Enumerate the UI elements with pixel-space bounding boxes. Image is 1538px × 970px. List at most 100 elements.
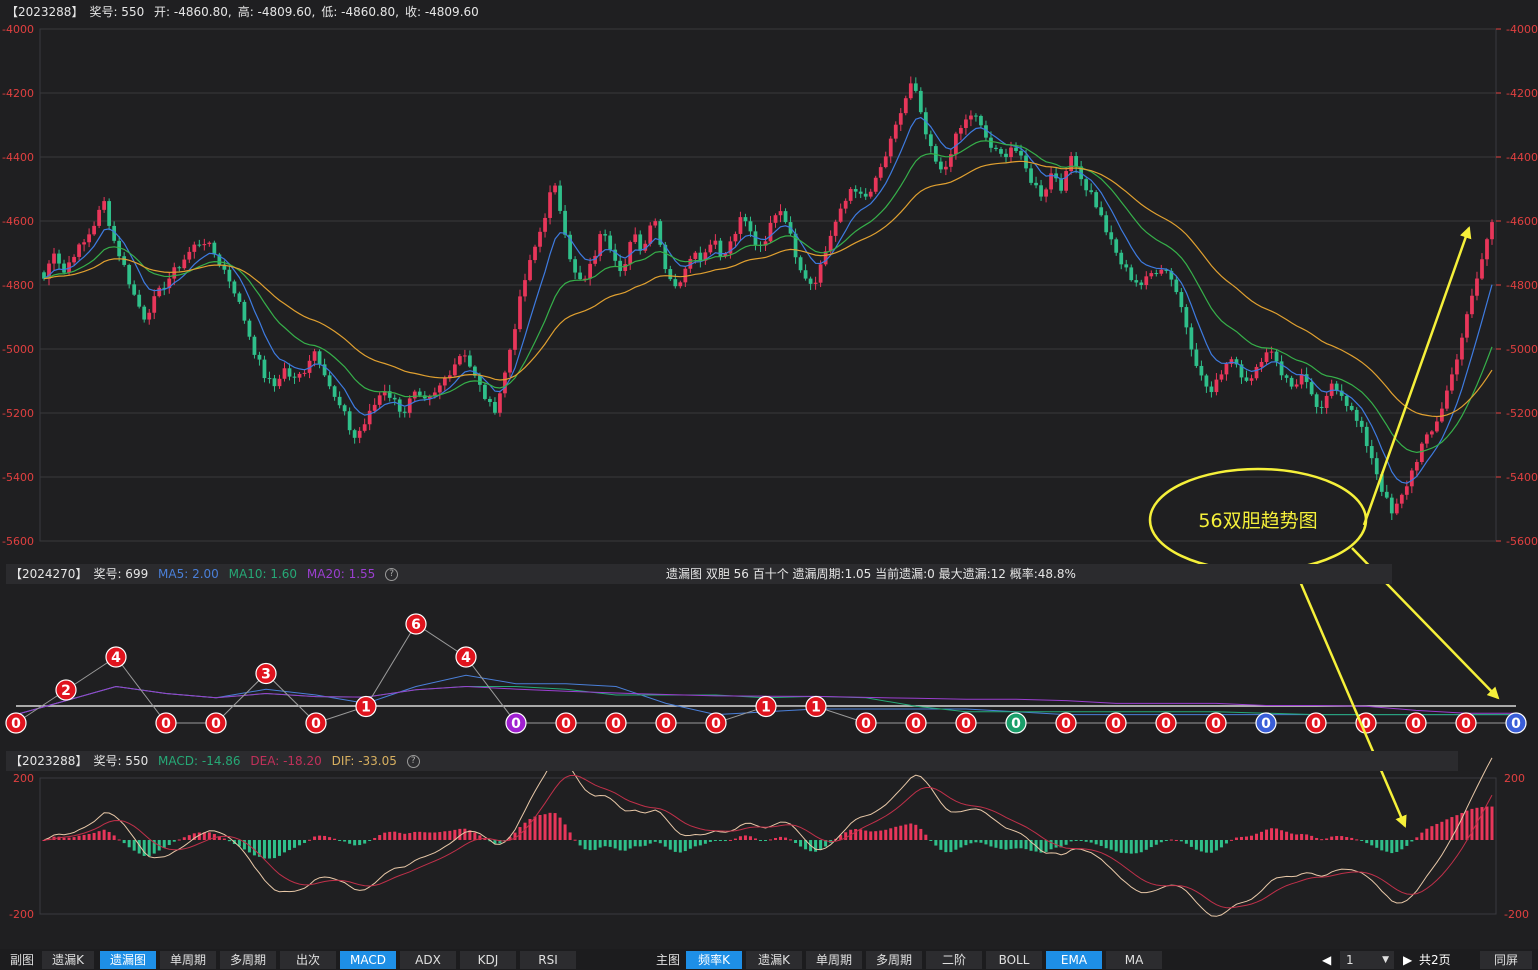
macd-histogram-bar — [448, 830, 452, 840]
omission-marker-label: 0 — [511, 716, 521, 732]
sub-btn-omission-k[interactable]: 遗漏K — [42, 951, 94, 969]
sub-btn-adx[interactable]: ADX — [400, 951, 456, 969]
main-candlestick-panel[interactable]: -4000 -4000 -4200 -4200 -4400 -4400 -4600 -4600… — [2, 23, 1538, 548]
main-btn-ema[interactable]: EMA — [1046, 951, 1102, 969]
sub-btn-kdj[interactable]: KDJ — [460, 951, 516, 969]
macd-histogram-bar — [663, 840, 667, 847]
candle-body — [1059, 178, 1063, 191]
macd-histogram-bar — [217, 836, 221, 840]
y-tick-label-right: -4200 — [1506, 87, 1538, 100]
candle-body — [943, 166, 948, 170]
y-tick-label-right: -4800 — [1506, 279, 1538, 292]
candle-body — [1465, 314, 1469, 338]
candle-body — [813, 282, 818, 284]
candle-body — [878, 167, 883, 178]
candle-body — [913, 83, 918, 91]
macd-histogram-bar — [82, 834, 86, 840]
candle-body — [1109, 232, 1114, 240]
candle-body — [302, 372, 307, 374]
candle-body — [1284, 375, 1289, 378]
macd-histogram-bar — [1380, 840, 1384, 851]
candle-body — [1074, 156, 1079, 167]
macd-histogram-bar — [603, 840, 607, 847]
macd-histogram-bar — [713, 840, 717, 841]
candle-body — [1169, 270, 1174, 280]
candle-body — [488, 398, 492, 402]
main-btn-frequency-k[interactable]: 频率K — [686, 951, 742, 969]
main-btn-second-order[interactable]: 二阶 — [926, 951, 982, 969]
macd-histogram-bar — [1079, 840, 1083, 841]
macd-histogram-bar — [408, 833, 412, 840]
macd-histogram-bar — [1249, 835, 1254, 840]
omission-marker — [1255, 712, 1277, 734]
omission-marker — [505, 712, 527, 734]
main-prize: 奖号: 550 — [89, 5, 145, 19]
main-btn-ma[interactable]: MA — [1106, 951, 1162, 969]
omission-marker — [1105, 712, 1127, 734]
macd-histogram-bar — [1265, 829, 1269, 840]
omission-summary: 遗漏图 双胆 56 百十个 遗漏周期:1.05 当前遗漏:0 最大遗漏:12 概… — [666, 567, 1076, 581]
sync-screen-button[interactable]: 同屏 — [1480, 951, 1532, 969]
main-btn-omission-k[interactable]: 遗漏K — [746, 951, 802, 969]
macd-histogram-bar — [1355, 839, 1359, 841]
omission-panel[interactable]: 0 2 4 0 0 3 0 1 6 4 0 0 0 0 0 1 1 0 0 0 0 0 0 0 0 0 0 0 0 0 0 — [5, 613, 1527, 734]
macd-histogram-bar — [608, 840, 612, 847]
candle-body — [377, 395, 382, 405]
help-icon[interactable]: ? — [406, 755, 420, 768]
candle-body — [1480, 259, 1484, 279]
ma20-value: MA20: 1.55 — [306, 567, 376, 581]
candle-body — [257, 354, 262, 360]
main-btn-boll[interactable]: BOLL — [986, 951, 1042, 969]
omission-marker-label: 0 — [711, 716, 721, 732]
macd-histogram-bar — [1004, 840, 1008, 850]
main-btn-single-period[interactable]: 单周期 — [806, 951, 862, 969]
candle-body — [1374, 458, 1379, 475]
macd-histogram-bar — [338, 840, 342, 841]
candle-body — [628, 242, 633, 265]
sub-btn-omission-chart[interactable]: 遗漏图 — [100, 951, 156, 969]
candle-body — [693, 252, 698, 259]
candle-body — [723, 253, 728, 257]
candle-body — [1149, 273, 1154, 277]
prev-page-icon[interactable]: ◀ — [1322, 953, 1332, 967]
macd-histogram-bar — [192, 833, 196, 840]
macd-histogram-bar — [453, 829, 457, 840]
main-btn-multi-period[interactable]: 多周期 — [866, 951, 922, 969]
macd-histogram-bar — [1465, 810, 1469, 840]
sub-btn-count[interactable]: 出次 — [280, 951, 336, 969]
next-page-icon[interactable]: ▶ — [1403, 953, 1413, 967]
candle-body — [137, 294, 142, 307]
macd-histogram-bar — [854, 828, 858, 840]
macd-histogram-bar — [964, 840, 968, 846]
sub-btn-macd[interactable]: MACD — [340, 951, 396, 969]
macd-panel[interactable]: 200 200 -200 -200 — [9, 756, 1529, 921]
candle-body — [162, 287, 167, 289]
chart-area[interactable]: -4000 -4000 -4200 -4200 -4400 -4400 -4600 -4600… — [0, 0, 1538, 948]
macd-value: MACD: -14.86 — [158, 754, 241, 768]
macd-histogram-bar — [152, 840, 156, 854]
sub-btn-single-period[interactable]: 单周期 — [160, 951, 216, 969]
macd-histogram-bar — [222, 838, 226, 840]
omission-marker — [1305, 712, 1327, 734]
page-select-value: 1 — [1346, 953, 1354, 967]
page-select[interactable]: 1 ▼ — [1340, 951, 1394, 969]
candle-body — [347, 411, 352, 431]
omission-marker-label: 1 — [761, 700, 771, 716]
macd-histogram-bar — [558, 817, 562, 840]
candle-body — [57, 253, 61, 264]
macd-histogram-bar — [1039, 840, 1043, 853]
sub-btn-multi-period[interactable]: 多周期 — [220, 951, 276, 969]
candle-body — [1490, 222, 1494, 240]
macd-histogram-bar — [498, 840, 502, 844]
macd-histogram-bar — [1159, 840, 1163, 843]
help-icon[interactable]: ? — [385, 568, 399, 581]
candle-body — [823, 251, 828, 265]
macd-histogram-bar — [844, 832, 848, 840]
macd-histogram-bar — [909, 823, 913, 840]
candle-body — [768, 222, 773, 242]
omission-marker-label: 0 — [1211, 716, 1221, 732]
macd-histogram-bar — [333, 838, 337, 840]
candle-body — [568, 234, 572, 260]
sub-btn-rsi[interactable]: RSI — [520, 951, 576, 969]
omission-marker — [1055, 712, 1077, 734]
